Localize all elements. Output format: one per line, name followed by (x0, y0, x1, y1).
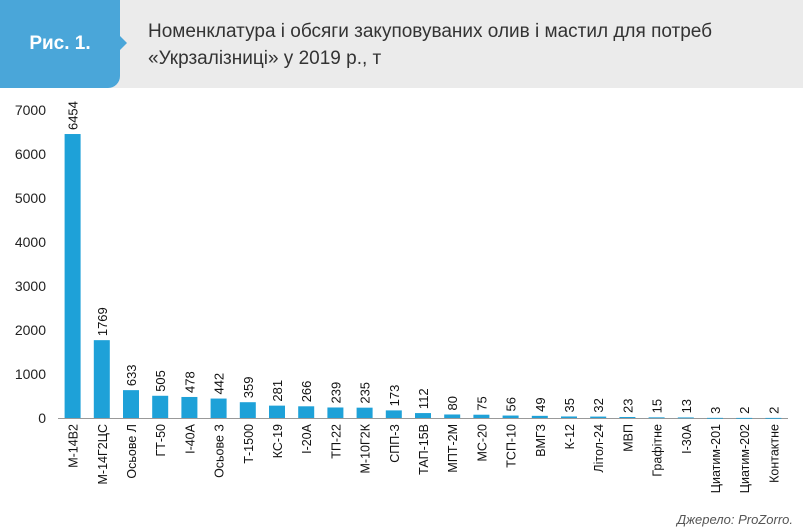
bar (677, 417, 694, 419)
x-tick-label: Циатим-201 (709, 424, 723, 493)
source-note: Джерело: ProZorro. (676, 512, 793, 527)
x-tick-label: І-30А (680, 423, 694, 454)
figure-number-badge: Рис. 1. (0, 0, 120, 88)
bar (619, 416, 636, 418)
bar (765, 417, 782, 419)
x-tick-label: ТП-22 (329, 424, 343, 459)
data-label: 633 (124, 364, 139, 386)
x-tick-label: І-20А (300, 423, 314, 454)
bar (648, 417, 665, 419)
x-tick-label: М-10Г2К (359, 423, 373, 473)
x-tick-label: СПП-З (388, 424, 402, 463)
figure-title: Номенклатура і обсяги закуповуваних олив… (148, 18, 788, 72)
x-tick-label: Циатим-202 (738, 424, 752, 493)
data-label: 359 (241, 377, 256, 399)
bar (707, 417, 723, 419)
y-tick-label: 1000 (15, 366, 46, 382)
data-label: 23 (620, 399, 635, 413)
y-tick-label: 7000 (15, 102, 46, 118)
data-label: 235 (358, 382, 373, 404)
bar (415, 413, 431, 418)
bar (239, 402, 256, 418)
bar (561, 416, 577, 418)
x-tick-label: Графітне (651, 424, 665, 477)
x-tick-label: КС-19 (271, 424, 285, 458)
x-tick-label: М-14В2 (67, 424, 81, 468)
data-label: 112 (416, 388, 431, 409)
bar-chart: 0 1000 2000 3000 4000 5000 6000 7000 6454 М-14В2 1… (15, 101, 788, 493)
bar (502, 415, 519, 418)
bar (298, 406, 315, 418)
data-label: 173 (387, 385, 402, 407)
data-label: 13 (679, 399, 694, 413)
data-label: 35 (562, 398, 577, 412)
bar (444, 414, 461, 418)
x-tick-label: МС-20 (475, 424, 489, 462)
figure-header: Рис. 1. Номенклатура і обсяги закуповува… (0, 0, 803, 88)
bar (64, 134, 81, 419)
data-label: 239 (328, 382, 343, 404)
badge-pointer (120, 36, 127, 50)
data-label: 1769 (95, 307, 110, 336)
bar (385, 410, 402, 418)
bar (181, 396, 198, 418)
figure-title-line-1: Номенклатура і обсяги закуповуваних олив… (148, 21, 713, 42)
data-label: 32 (591, 398, 606, 412)
bar (590, 416, 607, 418)
x-tick-label: Літол-24 (592, 424, 606, 473)
x-tick-label: ТСП-10 (505, 424, 519, 468)
y-tick-label: 3000 (15, 278, 46, 294)
y-tick-label: 4000 (15, 234, 46, 250)
y-tick-label: 5000 (15, 190, 46, 206)
data-label: 75 (474, 396, 489, 410)
x-tick-label: ГТ-50 (154, 424, 168, 457)
data-label: 2 (766, 407, 781, 414)
data-label: 442 (212, 373, 227, 395)
data-label: 49 (533, 397, 548, 411)
x-tick-label: ТАП-15В (417, 424, 431, 475)
y-tick-label: 6000 (15, 146, 46, 162)
data-label: 15 (650, 399, 665, 413)
y-tick-label: 0 (38, 410, 46, 426)
x-tick-label: Т-1500 (242, 424, 256, 464)
x-tick-label: Контактне (767, 424, 781, 483)
data-label: 6454 (66, 101, 81, 130)
bar (152, 395, 169, 418)
x-tick-label: Осьове З (213, 424, 227, 478)
bar (356, 407, 373, 418)
data-label: 281 (270, 380, 285, 402)
figure-title-line-2: «Укрзалізниці» у 2019 р., т (148, 48, 382, 69)
x-tick-label: ВМГЗ (534, 424, 548, 457)
bar (736, 417, 753, 419)
bar (327, 407, 344, 418)
bar (123, 390, 139, 418)
bar (473, 414, 490, 418)
x-tick-label: М-14Г2ЦС (96, 424, 110, 484)
data-label: 505 (153, 370, 168, 392)
x-tick-label: МПТ-2М (446, 424, 460, 473)
x-tick-label: Осьове Л (125, 424, 139, 479)
data-label: 3 (708, 407, 723, 414)
bar (269, 405, 285, 418)
x-tick-label: К-12 (563, 424, 577, 449)
x-tick-label: МВП (621, 424, 635, 452)
bar (93, 340, 110, 418)
chart-area: 0 1000 2000 3000 4000 5000 6000 7000 6454 М-14В2 1… (0, 88, 803, 531)
bar (531, 415, 548, 418)
data-label: 80 (445, 396, 460, 410)
x-tick-label: І-40А (183, 423, 197, 454)
data-label: 266 (299, 381, 314, 403)
bar (210, 398, 227, 418)
data-label: 56 (504, 397, 519, 411)
y-tick-label: 2000 (15, 322, 46, 338)
data-label: 2 (737, 407, 752, 414)
data-label: 478 (182, 371, 197, 393)
